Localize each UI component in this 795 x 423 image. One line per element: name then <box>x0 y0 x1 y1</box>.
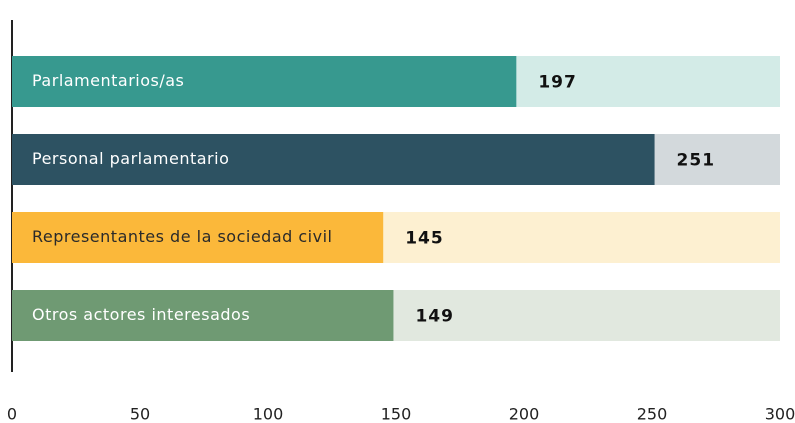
x-tick-label: 0 <box>7 405 17 423</box>
category-label: Parlamentarios/as <box>32 71 184 90</box>
x-tick-label: 300 <box>765 405 795 423</box>
category-label: Personal parlamentario <box>32 149 229 168</box>
bar <box>12 56 517 107</box>
x-tick-label: 50 <box>130 405 150 423</box>
value-label: 149 <box>415 307 454 327</box>
category-label: Representantes de la sociedad civil <box>32 227 332 246</box>
x-tick-label: 150 <box>381 405 412 423</box>
x-tick-label: 100 <box>253 405 284 423</box>
category-label: Otros actores interesados <box>32 305 250 324</box>
x-tick-label: 200 <box>509 405 540 423</box>
value-label: 197 <box>538 73 577 93</box>
x-tick-label: 250 <box>637 405 668 423</box>
value-label: 145 <box>405 229 444 249</box>
bar <box>12 212 384 263</box>
value-label: 251 <box>677 151 716 171</box>
bar <box>12 134 655 185</box>
bar <box>12 290 394 341</box>
